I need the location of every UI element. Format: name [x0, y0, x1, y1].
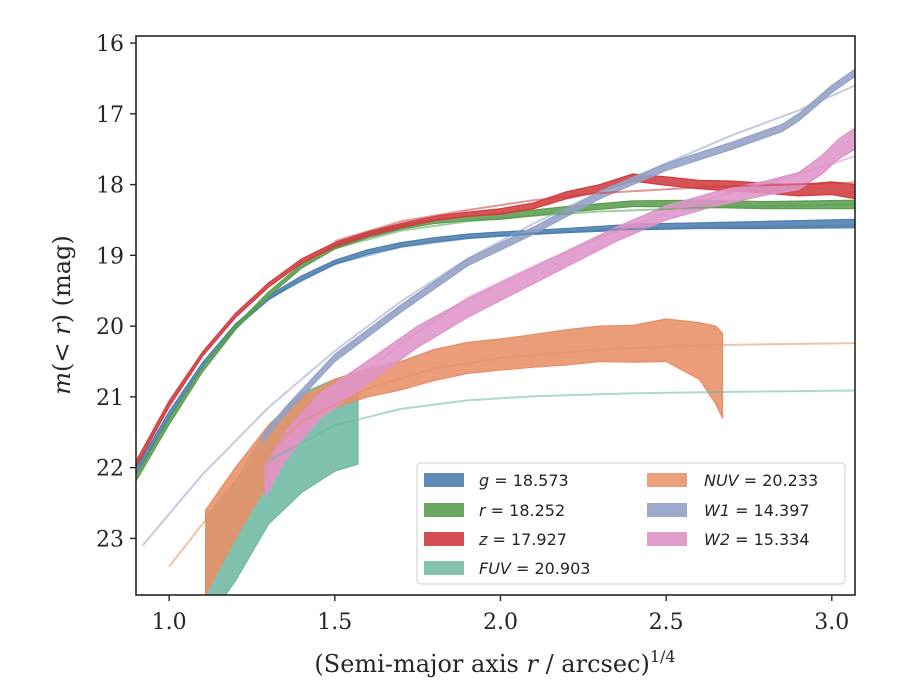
legend-swatch-fuv [424, 561, 464, 575]
model-curve-w2 [267, 155, 855, 483]
x-tick-label: 1.0 [152, 610, 187, 635]
x-axis-label: (Semi-major axis r / arcsec)1/4 [314, 647, 675, 678]
y-tick-label: 18 [96, 174, 124, 199]
model-curve-g [268, 224, 855, 299]
legend-swatch-r [424, 503, 464, 517]
y-axis-ticks: 16 17 18 19 20 21 22 23 [96, 32, 136, 552]
legend-swatch-w1 [647, 503, 687, 517]
data-bands [136, 68, 855, 595]
band-w1 [261, 68, 855, 444]
legend-label-g: g = 18.573 [479, 471, 569, 490]
x-tick-label: 2.5 [649, 610, 684, 635]
x-tick-label: 1.5 [317, 610, 352, 635]
y-tick-label: 23 [96, 527, 124, 552]
y-tick-label: 19 [96, 244, 124, 269]
plot-frame [135, 35, 856, 596]
model-curve-z [334, 181, 855, 243]
y-tick-label: 21 [96, 386, 124, 411]
x-tick-label: 2.0 [483, 610, 518, 635]
y-tick-label: 20 [96, 315, 124, 340]
y-tick-label: 22 [96, 457, 124, 482]
model-curve-nuv [168, 342, 855, 568]
legend-label-w1: W1 = 14.397 [704, 501, 810, 520]
model-curve-fuv [268, 389, 855, 462]
band-z [136, 173, 855, 468]
legend: g = 18.573 r = 18.252 z = 17.927 FUV = 2… [416, 462, 846, 585]
legend-box [416, 462, 846, 585]
legend-swatch-z [424, 532, 464, 546]
y-tick-label: 17 [96, 103, 124, 128]
x-axis-ticks: 1.0 1.5 2.0 2.5 3.0 [152, 595, 849, 635]
legend-label-fuv: FUV = 20.903 [479, 559, 590, 578]
model-curve-r [334, 203, 855, 250]
legend-label-nuv: NUV = 20.233 [704, 471, 818, 490]
model-curve-w1 [141, 84, 855, 547]
legend-label-r: r = 18.252 [479, 501, 565, 520]
y-axis-label: m(< r) (mag) [48, 235, 76, 395]
legend-swatch-w2 [647, 532, 687, 546]
y-tick-label: 16 [96, 32, 124, 57]
legend-swatch-g [424, 473, 464, 487]
legend-swatch-nuv [647, 473, 687, 487]
legend-label-w2: W2 = 15.334 [704, 530, 810, 549]
legend-label-z: z = 17.927 [478, 530, 567, 549]
band-w2 [264, 127, 855, 498]
model-curves [141, 84, 855, 568]
x-tick-label: 3.0 [814, 610, 849, 635]
